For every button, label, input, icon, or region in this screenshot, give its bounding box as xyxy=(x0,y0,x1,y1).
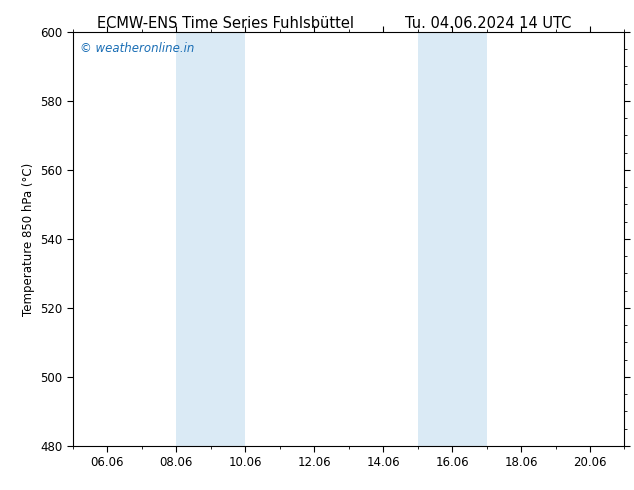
Text: © weatheronline.in: © weatheronline.in xyxy=(79,42,194,55)
Text: Tu. 04.06.2024 14 UTC: Tu. 04.06.2024 14 UTC xyxy=(405,16,571,31)
Text: ECMW-ENS Time Series Fuhlsbüttel: ECMW-ENS Time Series Fuhlsbüttel xyxy=(96,16,354,31)
Y-axis label: Temperature 850 hPa (°C): Temperature 850 hPa (°C) xyxy=(22,162,35,316)
Bar xyxy=(176,32,245,446)
Bar xyxy=(418,32,487,446)
